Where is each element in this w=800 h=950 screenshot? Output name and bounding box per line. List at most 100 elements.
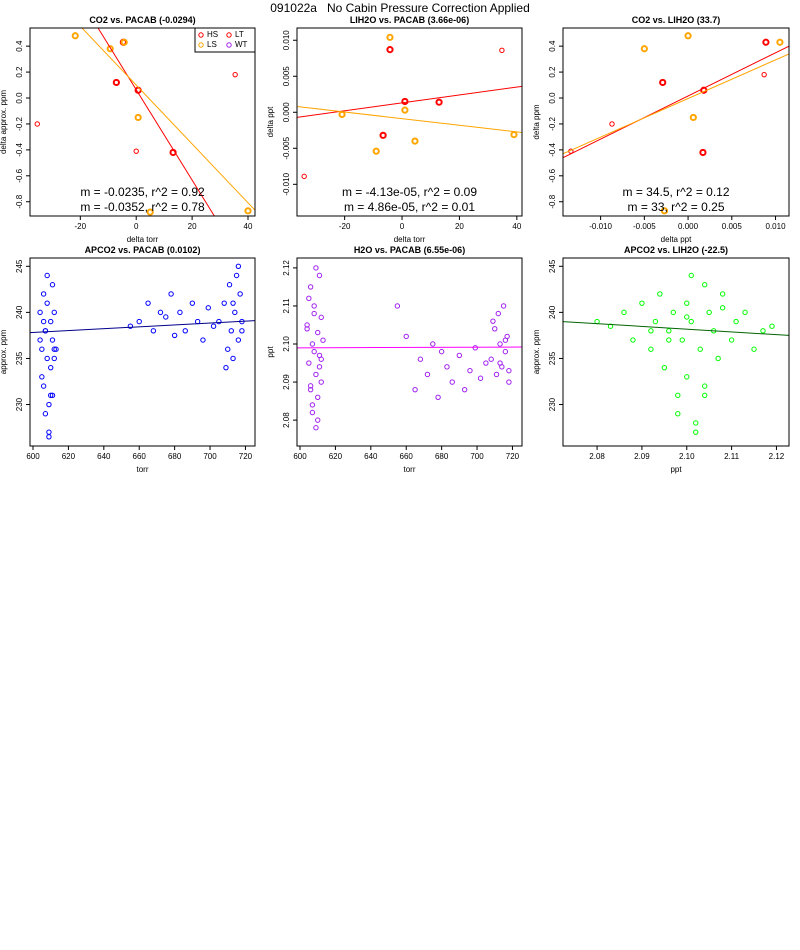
point	[449, 379, 455, 385]
y-tick-label: 0.0	[15, 92, 24, 104]
fit-line	[97, 28, 215, 216]
point	[48, 318, 54, 325]
y-tick-label: 2.08	[282, 412, 291, 428]
point	[715, 355, 721, 362]
point	[675, 392, 681, 399]
y-tick-label: -0.4	[548, 142, 557, 156]
point	[761, 71, 767, 78]
point	[630, 337, 636, 343]
x-tick-label: 600	[293, 452, 307, 461]
point	[424, 371, 431, 378]
point	[401, 106, 409, 114]
y-tick-label: -0.2	[548, 117, 557, 131]
point	[666, 337, 672, 343]
point	[311, 303, 317, 309]
y-tick-label: 230	[548, 397, 557, 411]
fit-line	[30, 320, 255, 334]
x-tick-label: 700	[470, 452, 484, 461]
x-tick-label: 2.12	[769, 452, 785, 461]
point	[51, 355, 57, 362]
point	[438, 348, 445, 355]
point	[444, 364, 450, 370]
point	[693, 420, 699, 426]
y-tick-label: -0.010	[282, 172, 291, 195]
point	[230, 300, 236, 306]
y-tick-label: 240	[548, 305, 557, 319]
legend-marker	[198, 32, 204, 38]
y-tick-label: 235	[15, 351, 24, 365]
x-tick-label: 680	[168, 452, 182, 461]
point	[157, 309, 164, 316]
y-tick-label: 0.010	[282, 30, 291, 51]
fit-line	[81, 28, 255, 211]
point	[232, 309, 238, 316]
x-axis-label: delta torr	[127, 235, 159, 244]
x-tick-label: -0.010	[589, 222, 612, 231]
x-tick-label: 620	[329, 452, 343, 461]
panel: APCO2 vs. LIH2O (-22.5) ppt approx. ppm 2.0…	[532, 245, 790, 474]
point	[315, 417, 321, 423]
x-axis-label: torr	[137, 465, 149, 474]
point	[657, 291, 663, 297]
point	[701, 392, 708, 399]
y-axis-label: delta ppm	[532, 104, 541, 139]
point	[163, 314, 169, 320]
point	[182, 328, 188, 334]
x-tick-label: 0	[400, 222, 405, 231]
point	[309, 341, 316, 347]
plot-area	[297, 265, 522, 431]
point	[49, 337, 56, 343]
point	[688, 318, 694, 325]
point	[688, 272, 694, 279]
point	[386, 33, 394, 41]
legend-box	[194, 27, 256, 53]
x-tick-label: 0	[134, 222, 139, 231]
point	[235, 263, 242, 269]
point	[401, 97, 409, 106]
point	[42, 411, 49, 417]
point	[493, 371, 500, 378]
fit-line	[563, 53, 789, 155]
point	[769, 323, 775, 329]
legend-label: LT	[235, 30, 244, 39]
panel: CO2 vs. PACAB (-0.0294) delta torr delta a…	[0, 15, 256, 244]
y-tick-label: 0.4	[548, 40, 557, 52]
point	[210, 323, 217, 329]
point	[44, 300, 50, 306]
y-tick-label: 2.12	[282, 260, 291, 276]
point	[372, 147, 380, 155]
point	[751, 346, 757, 352]
x-tick-label: 720	[506, 452, 520, 461]
point	[37, 309, 43, 316]
point	[309, 409, 316, 416]
point	[315, 329, 321, 336]
x-tick-label: 2.11	[724, 452, 740, 461]
point	[648, 346, 654, 352]
point	[127, 323, 134, 329]
x-tick-label: 700	[203, 452, 217, 461]
point	[320, 337, 326, 343]
y-tick-label: 0.0	[548, 92, 557, 104]
point	[640, 45, 648, 53]
point	[225, 346, 231, 352]
x-axis-label: delta ppt	[661, 235, 692, 244]
point	[379, 131, 387, 139]
point	[456, 352, 463, 359]
point	[311, 310, 317, 317]
point	[316, 272, 323, 279]
point	[171, 332, 178, 339]
point	[46, 401, 52, 408]
y-tick-label: 230	[15, 397, 24, 411]
point	[497, 341, 503, 347]
point	[48, 392, 54, 399]
point	[697, 346, 703, 352]
point	[205, 305, 211, 311]
x-tick-label: -0.005	[633, 222, 656, 231]
y-axis-label: delta approx. ppm	[0, 90, 8, 154]
point	[490, 318, 496, 324]
point	[146, 208, 154, 216]
point	[226, 282, 233, 288]
x-tick-label: 0.000	[678, 222, 699, 231]
panel-title: LIH2O vs. PACAB (3.66e-06)	[350, 15, 469, 25]
x-tick-label: 640	[364, 452, 378, 461]
